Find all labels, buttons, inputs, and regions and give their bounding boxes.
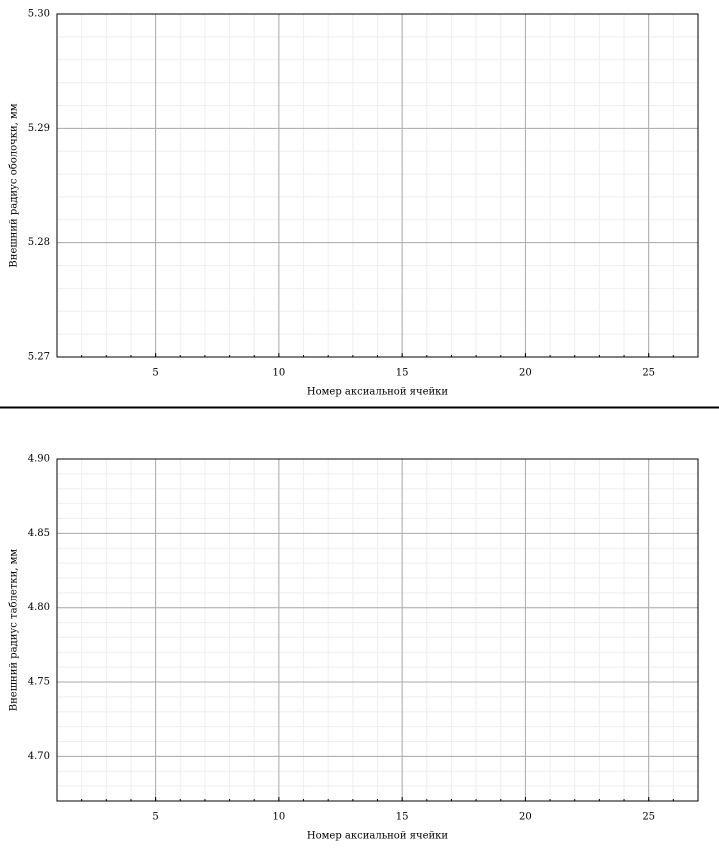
y-tick-label: 5.29 xyxy=(28,123,50,134)
x-tick-label: 5 xyxy=(152,368,158,379)
x-axis-label: Номер аксиальной ячейки xyxy=(307,831,449,842)
x-tick-label: 10 xyxy=(273,812,286,823)
x-axis-label: Номер аксиальной ячейки xyxy=(307,387,449,398)
x-tick-label: 10 xyxy=(273,368,286,379)
x-tick-label: 20 xyxy=(519,368,532,379)
y-tick-label: 5.28 xyxy=(28,237,50,248)
y-axis-label: Внешний радиус оболочки, мм xyxy=(9,103,20,267)
x-tick-label: 15 xyxy=(396,368,409,379)
y-axis-label: Внешний радиус таблетки, мм xyxy=(9,549,20,712)
y-tick-label: 4.80 xyxy=(28,602,50,613)
y-tick-label: 5.30 xyxy=(28,9,50,20)
x-tick-label: 20 xyxy=(519,812,532,823)
x-tick-label: 15 xyxy=(396,812,409,823)
y-tick-label: 4.70 xyxy=(28,751,50,762)
x-tick-label: 5 xyxy=(152,812,158,823)
plot-frame xyxy=(56,13,699,358)
y-tick-label: 4.75 xyxy=(28,677,50,688)
y-tick-label: 5.27 xyxy=(28,352,50,363)
x-tick-label: 25 xyxy=(642,812,655,823)
y-tick-label: 4.85 xyxy=(28,528,50,539)
y-tick-label: 4.90 xyxy=(28,454,50,465)
x-tick-label: 25 xyxy=(642,368,655,379)
plot-frame xyxy=(56,458,699,802)
